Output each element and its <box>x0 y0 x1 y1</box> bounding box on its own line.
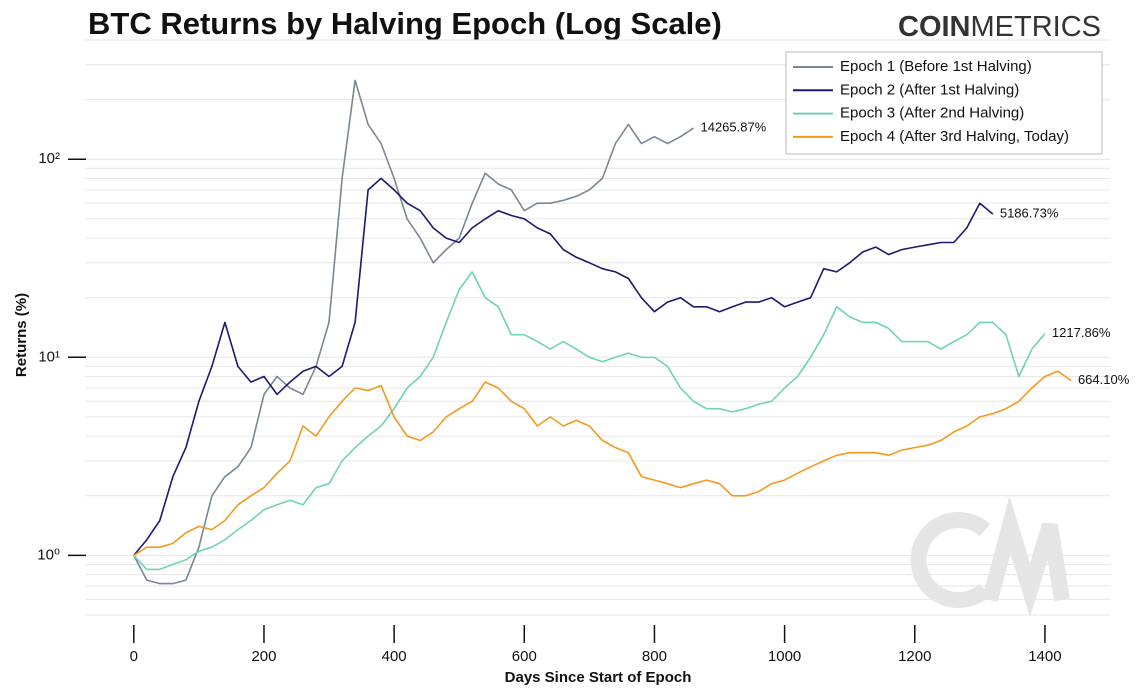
watermark-m <box>982 496 1070 618</box>
y-tick-label: 10¹ <box>38 348 60 365</box>
y-tick-label: 10⁰ <box>37 546 60 563</box>
x-tick-label: 1400 <box>1028 648 1061 665</box>
x-tick-label: 1000 <box>768 648 801 665</box>
series-line <box>133 370 1072 557</box>
end-label: 14265.87% <box>700 120 766 135</box>
x-tick-label: 200 <box>251 648 276 665</box>
legend-label: Epoch 4 (After 3rd Halving, Today) <box>840 128 1069 145</box>
x-tick-label: 1200 <box>898 648 931 665</box>
grid: 10⁰ 10¹ 10² 0 200 400 600 800 1000 1200 1400 <box>37 39 1110 665</box>
legend-label: Epoch 3 (After 2nd Halving) <box>840 105 1024 122</box>
legend-label: Epoch 1 (Before 1st Halving) <box>840 58 1032 75</box>
y-tick-label: 10² <box>38 150 60 167</box>
brand-light: METRICS <box>971 11 1102 43</box>
legend-box <box>785 51 1103 155</box>
x-tick-label: 0 <box>130 648 138 665</box>
legend-label: Epoch 2 (After 1st Halving) <box>840 81 1019 98</box>
watermark-c <box>910 512 991 608</box>
brand: COINMETRICS <box>898 11 1101 43</box>
end-label: 1217.86% <box>1052 325 1111 340</box>
watermark <box>910 496 1070 618</box>
series-line <box>133 177 994 556</box>
series-line <box>133 79 694 585</box>
brand-bold: COIN <box>898 11 971 43</box>
x-tick-label: 400 <box>382 648 407 665</box>
x-tick-label: 600 <box>512 648 537 665</box>
legend: Epoch 1 (Before 1st Halving) Epoch 2 (Aft… <box>793 58 1069 145</box>
x-tick-label: 800 <box>642 648 667 665</box>
y-axis-label: Returns (%) <box>13 293 30 377</box>
end-label: 664.10% <box>1078 372 1130 387</box>
plot-area: 14265.87% 5186.73% 1217.86% 664.10% <box>133 79 1130 585</box>
series-line <box>133 271 1046 571</box>
end-label: 5186.73% <box>1000 206 1059 221</box>
x-axis-label: Days Since Start of Epoch <box>505 669 692 686</box>
chart-title: BTC Returns by Halving Epoch (Log Scale) <box>88 6 722 41</box>
